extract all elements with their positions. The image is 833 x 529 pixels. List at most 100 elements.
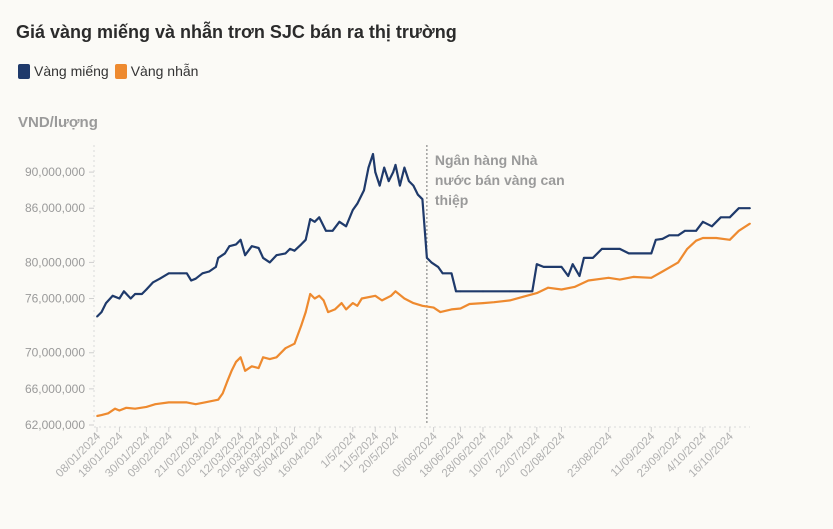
data-point-vang-nhan	[118, 409, 121, 412]
data-point-vang-mieng	[318, 216, 321, 219]
data-point-vang-mieng	[650, 252, 653, 255]
data-point-vang-mieng	[408, 180, 410, 183]
data-point-vang-mieng	[417, 193, 419, 196]
y-tick-label: 90,000,000	[25, 165, 85, 179]
data-point-vang-mieng	[215, 266, 217, 268]
data-point-vang-mieng	[441, 272, 444, 275]
data-point-vang-mieng	[363, 189, 365, 192]
data-point-vang-mieng	[235, 243, 238, 246]
data-point-vang-mieng	[437, 266, 439, 268]
data-point-vang-nhan	[560, 288, 563, 291]
data-point-vang-mieng	[129, 297, 132, 300]
data-point-vang-mieng	[372, 153, 374, 155]
data-point-vang-nhan	[185, 401, 188, 404]
data-point-vang-nhan	[304, 311, 307, 313]
legend: Vàng miếng Vàng nhẫn	[18, 63, 204, 79]
data-point-vang-nhan	[482, 302, 484, 304]
data-point-vang-nhan	[318, 294, 321, 297]
data-point-vang-mieng	[677, 234, 680, 237]
data-point-vang-mieng	[244, 254, 247, 257]
data-point-vang-nhan	[412, 302, 415, 304]
data-point-vang-nhan	[390, 294, 392, 297]
data-point-vang-mieng	[100, 311, 103, 313]
data-point-vang-nhan	[230, 369, 233, 372]
data-point-vang-nhan	[650, 276, 653, 279]
data-point-vang-mieng	[459, 290, 462, 293]
data-point-vang-mieng	[268, 261, 271, 264]
data-point-vang-nhan	[262, 356, 264, 359]
data-point-vang-nhan	[677, 261, 680, 264]
data-point-vang-mieng	[217, 257, 220, 259]
annotation-text: nước bán vàng can	[435, 172, 565, 188]
data-point-vang-nhan	[737, 229, 740, 232]
data-point-vang-mieng	[684, 229, 686, 232]
data-point-vang-nhan	[257, 367, 260, 369]
data-point-vang-nhan	[194, 403, 197, 406]
data-point-vang-mieng	[118, 297, 121, 300]
data-point-vang-mieng	[190, 279, 193, 282]
data-point-vang-nhan	[239, 356, 242, 359]
data-point-vang-nhan	[459, 307, 462, 310]
data-point-vang-mieng	[356, 202, 359, 205]
data-point-vang-nhan	[300, 324, 303, 327]
x-tick-label: 23/08/2024	[566, 430, 616, 480]
legend-label-vang-mieng: Vàng miếng	[34, 63, 109, 79]
data-point-vang-mieng	[145, 288, 148, 291]
data-point-vang-nhan	[313, 297, 316, 300]
data-point-vang-mieng	[560, 266, 563, 268]
data-point-vang-mieng	[284, 252, 287, 255]
y-tick-label: 62,000,000	[25, 418, 85, 432]
data-point-vang-nhan	[345, 308, 347, 311]
data-point-vang-nhan	[421, 304, 424, 307]
data-point-vang-mieng	[275, 254, 278, 257]
data-point-vang-nhan	[235, 360, 238, 363]
data-point-vang-mieng	[450, 272, 453, 275]
data-point-vang-nhan	[394, 290, 397, 293]
data-point-vang-nhan	[728, 238, 731, 241]
data-point-vang-mieng	[394, 164, 397, 166]
data-point-vang-mieng	[421, 198, 424, 201]
data-point-vang-nhan	[439, 311, 442, 313]
legend-label-vang-nhan: Vàng nhẫn	[130, 63, 199, 79]
data-point-vang-mieng	[224, 252, 226, 255]
data-point-vang-mieng	[309, 218, 312, 221]
data-point-vang-mieng	[482, 290, 484, 293]
data-point-vang-mieng	[201, 272, 204, 275]
data-point-vang-nhan	[114, 407, 116, 410]
legend-item-vang-mieng: Vàng miếng	[18, 63, 109, 79]
data-point-vang-mieng	[392, 171, 395, 174]
data-point-vang-nhan	[432, 306, 435, 309]
annotation-text: thiệp	[435, 192, 468, 208]
data-point-vang-nhan	[167, 401, 170, 404]
data-point-vang-mieng	[542, 266, 545, 268]
data-point-vang-mieng	[403, 166, 406, 169]
data-point-vang-nhan	[351, 302, 354, 304]
data-point-vang-mieng	[592, 257, 594, 259]
data-point-vang-mieng	[749, 207, 751, 210]
data-point-vang-mieng	[167, 272, 170, 275]
data-point-vang-mieng	[455, 290, 457, 293]
data-point-vang-nhan	[100, 414, 103, 416]
data-point-vang-mieng	[289, 248, 291, 250]
data-point-vang-nhan	[309, 293, 312, 295]
data-point-vang-nhan	[547, 286, 549, 289]
data-point-vang-mieng	[158, 277, 161, 280]
data-point-vang-mieng	[374, 171, 377, 174]
data-point-vang-mieng	[105, 302, 107, 304]
data-point-vang-nhan	[145, 406, 148, 408]
data-point-vang-mieng	[293, 249, 296, 252]
data-point-vang-nhan	[284, 347, 287, 350]
data-point-vang-mieng	[668, 234, 671, 237]
data-point-vang-mieng	[123, 290, 125, 293]
legend-swatch-vang-nhan	[114, 63, 127, 79]
data-point-vang-nhan	[203, 401, 206, 404]
data-point-vang-nhan	[715, 237, 718, 239]
data-point-vang-nhan	[607, 276, 610, 279]
data-point-vang-mieng	[578, 275, 581, 277]
data-point-vang-nhan	[217, 398, 220, 401]
data-point-vang-mieng	[262, 257, 264, 259]
data-point-vang-nhan	[535, 292, 538, 294]
data-point-vang-mieng	[509, 290, 511, 293]
data-point-vang-nhan	[275, 356, 278, 359]
data-point-vang-nhan	[509, 299, 511, 302]
